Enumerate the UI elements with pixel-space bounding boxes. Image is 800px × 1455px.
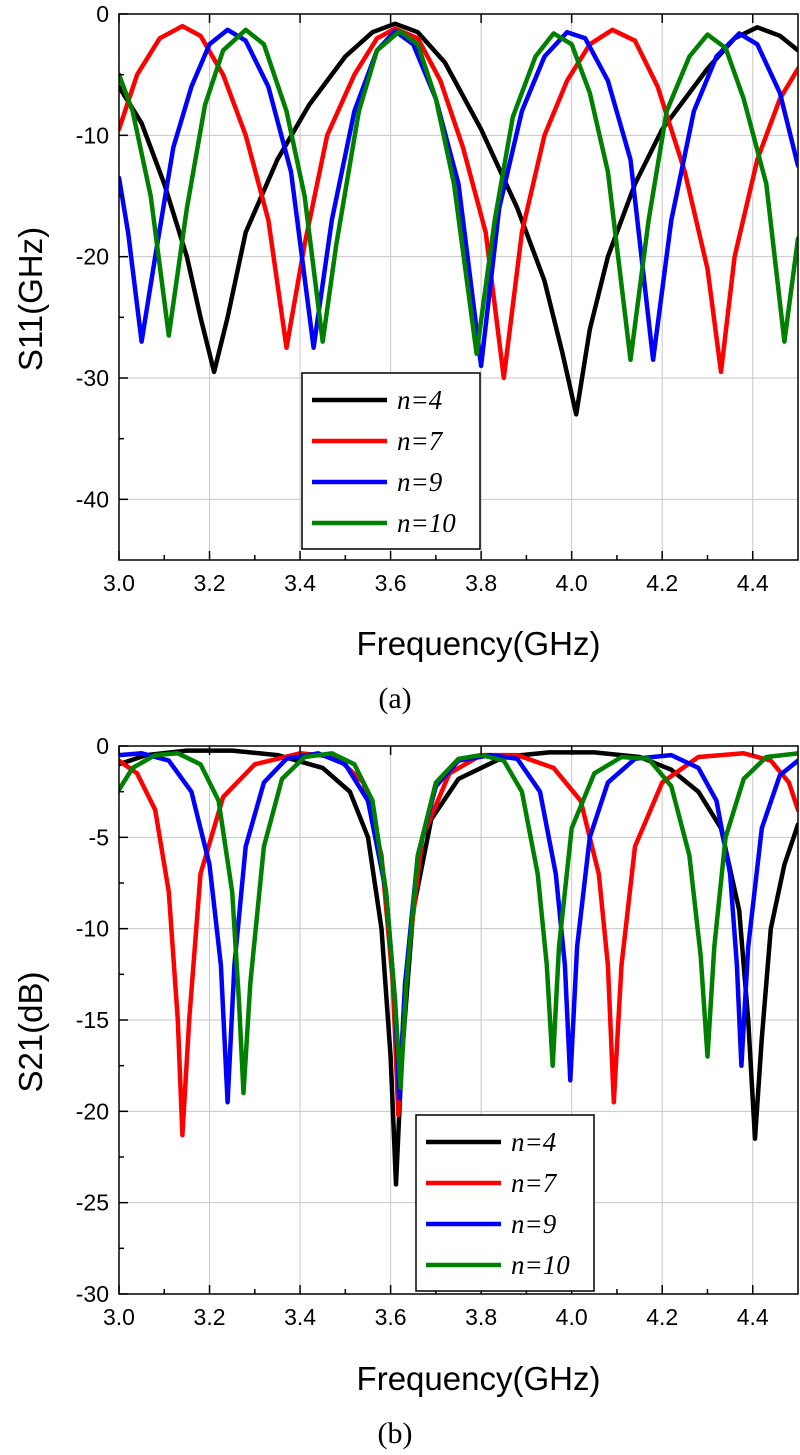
x-tick-label: 3.8	[465, 1304, 497, 1330]
x-tick-label: 3.2	[194, 570, 226, 596]
x-tick-label: 3.8	[465, 570, 497, 596]
y-tick-label: -40	[76, 486, 109, 512]
y-tick-label: -10	[76, 122, 109, 148]
x-tick-label: 4.2	[646, 1304, 678, 1330]
legend-label: n=4	[397, 385, 442, 415]
y-tick-label: -20	[76, 1098, 109, 1124]
series-group	[119, 21, 798, 417]
series-line-n-7	[119, 23, 798, 381]
x-tick-label: 3.6	[375, 1304, 407, 1330]
y-axis-title: S11(GHz)	[12, 227, 49, 371]
x-tick-label: 4.4	[737, 1304, 769, 1330]
series-line-n-4	[119, 748, 798, 1187]
legend-label: n=7	[511, 1168, 558, 1198]
chart-panel-b: 3.0 3.2 3.4 3.6 3.8 4.0 4.2 4.4 0 -5 -10 -15 -20 -25 -…	[12, 733, 799, 1450]
x-tick-label: 3.6	[375, 570, 407, 596]
x-tick-label: 4.0	[556, 570, 588, 596]
chart-panel-a: 3.0 3.2 3.4 3.6 3.8 4.0 4.2 4.4 0 -10 -20 -30 -40 Fre…	[12, 1, 799, 715]
x-tick-label: 3.4	[284, 1304, 316, 1330]
x-tick-label: 3.2	[194, 1304, 226, 1330]
legend-label: n=4	[511, 1127, 556, 1157]
x-tick-label: 4.4	[737, 570, 769, 596]
x-axis-title: Frequency(GHz)	[357, 1360, 601, 1397]
x-tick-label: 3.0	[103, 1304, 135, 1330]
legend-label: n=7	[397, 426, 444, 456]
legend: n=4 n=7 n=9 n=10	[415, 1114, 595, 1292]
x-tick-label: 3.4	[284, 570, 316, 596]
legend-label: n=9	[397, 467, 443, 497]
series-line-n-10	[119, 27, 798, 363]
x-tick-label: 3.0	[103, 570, 135, 596]
series-line-n-10	[119, 751, 798, 1096]
series-group	[119, 748, 798, 1187]
legend-label: n=9	[511, 1209, 557, 1239]
y-axis-title: S21(dB)	[12, 971, 49, 1092]
y-tick-label: -5	[89, 824, 109, 850]
x-axis-title: Frequency(GHz)	[357, 625, 601, 662]
legend: n=4 n=7 n=9 n=10	[301, 372, 481, 550]
legend-label: n=10	[397, 508, 456, 538]
series-line-n-4	[119, 21, 798, 417]
y-tick-label: -30	[76, 1281, 109, 1307]
panel-caption: (b)	[378, 1417, 413, 1450]
plot-frame	[118, 13, 799, 561]
y-tick-label: -30	[76, 365, 109, 391]
y-tick-label: -25	[76, 1190, 109, 1216]
legend-box	[415, 1114, 595, 1292]
legend-box	[301, 372, 481, 550]
y-tick-label: 0	[96, 1, 109, 27]
y-tick-label: 0	[96, 733, 109, 759]
x-tick-label: 4.0	[556, 1304, 588, 1330]
x-tick-label: 4.2	[646, 570, 678, 596]
y-tick-label: -15	[76, 1007, 109, 1033]
legend-label: n=10	[511, 1250, 570, 1280]
panel-caption: (a)	[378, 682, 411, 715]
y-tick-label: -20	[76, 244, 109, 270]
y-tick-label: -10	[76, 916, 109, 942]
